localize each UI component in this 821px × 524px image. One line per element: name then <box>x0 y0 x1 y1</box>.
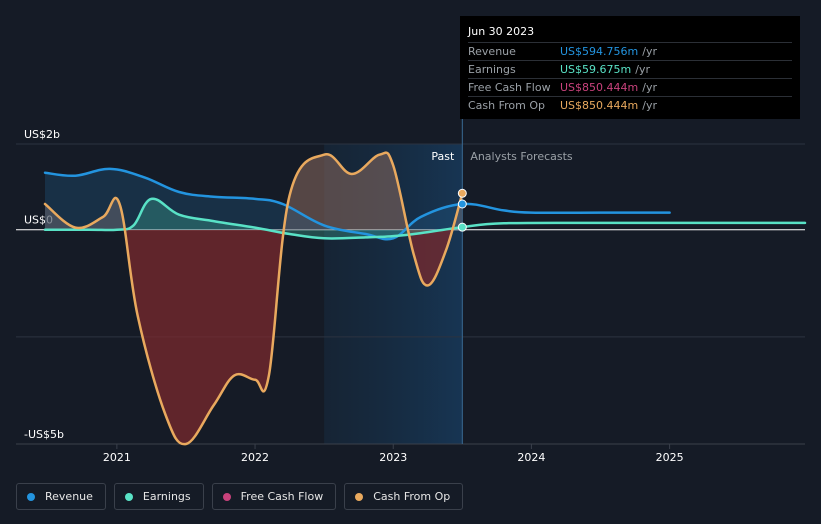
cash-from-op-line <box>43 151 464 446</box>
tooltip-series-value: US$850.444m <box>560 81 639 94</box>
legend-dot-icon <box>222 492 231 501</box>
legend-dot-icon <box>124 492 133 501</box>
tooltip-series-name: Cash From Op <box>468 99 546 112</box>
cash-from-op-area-negative <box>124 229 453 445</box>
x-tick-label: 2022 <box>241 451 269 464</box>
tooltip-unit: /yr <box>642 45 657 58</box>
tooltip-row: Free Cash Flow US$850.444m/yr <box>468 78 792 96</box>
tooltip-unit: /yr <box>642 99 657 112</box>
revenue-line <box>43 167 671 241</box>
cash-from-op-marker <box>457 188 467 198</box>
y-tick-label: US$2b <box>24 128 60 141</box>
legend-dot-icon <box>27 492 35 501</box>
earnings-area <box>45 198 463 239</box>
legend-item-revenue[interactable]: Revenue <box>16 483 106 510</box>
x-tick-label: 2021 <box>103 451 131 464</box>
tooltip-series-name: Earnings <box>468 63 516 76</box>
tooltip-unit: /yr <box>642 81 657 94</box>
tooltip-row: Earnings US$59.675m/yr <box>468 60 792 78</box>
forecast-label: Analysts Forecasts <box>470 150 573 163</box>
tooltip-series-name: Free Cash Flow <box>468 81 551 94</box>
tooltip-series-name: Revenue <box>468 45 516 58</box>
legend-item-cash-from-op[interactable]: Cash From Op <box>344 483 464 510</box>
legend: Revenue Earnings Free Cash Flow Cash From O… <box>16 483 464 510</box>
tooltip-series-value: US$59.675m <box>560 63 632 76</box>
legend-item-free-cash-flow[interactable]: Free Cash Flow <box>211 483 337 510</box>
tooltip-series-value: US$594.756m <box>560 45 639 58</box>
tooltip-date: Jun 30 2023 <box>468 25 535 38</box>
legend-item-earnings[interactable]: Earnings <box>113 483 204 510</box>
revenue-area <box>45 168 463 240</box>
y-tick-label: -US$5b <box>24 428 64 441</box>
legend-label: Cash From Op <box>373 490 451 503</box>
past-label: Past <box>431 150 455 163</box>
legend-label: Free Cash Flow <box>240 490 324 503</box>
earnings-marker <box>457 222 467 232</box>
legend-label: Earnings <box>142 490 191 503</box>
legend-label: Revenue <box>45 490 93 503</box>
cash-from-op-area-positive <box>45 152 463 230</box>
x-tick-label: 2024 <box>517 451 545 464</box>
legend-dot-icon <box>355 492 364 501</box>
x-tick-label: 2025 <box>656 451 684 464</box>
x-tick-label: 2023 <box>379 451 407 464</box>
tooltip-series-value: US$850.444m <box>560 99 639 112</box>
tooltip: Jun 30 2023 Revenue US$594.756m/yr Earning… <box>460 16 800 119</box>
tooltip-row: Cash From Op US$850.444m/yr <box>468 96 792 114</box>
earnings-line <box>43 197 807 240</box>
tooltip-row: Revenue US$594.756m/yr <box>468 42 792 60</box>
revenue-marker <box>457 199 467 209</box>
tooltip-unit: /yr <box>635 63 650 76</box>
